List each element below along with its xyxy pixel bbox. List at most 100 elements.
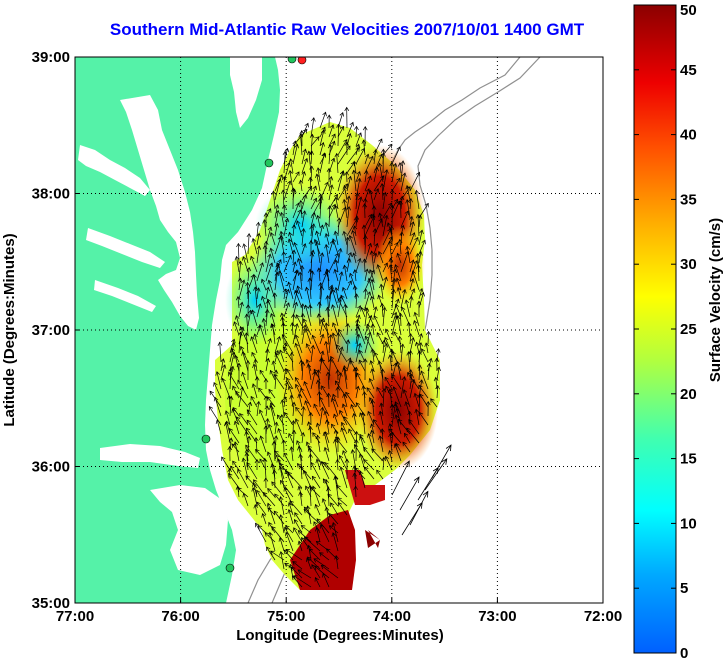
- velocity-arrow: [364, 154, 369, 165]
- velocity-arrow: [364, 214, 372, 228]
- velocity-arrow: [391, 403, 396, 426]
- velocity-arrowhead: [356, 323, 361, 328]
- velocity-arrowhead: [291, 429, 297, 435]
- velocity-arrow: [350, 404, 357, 417]
- velocity-arrowhead: [250, 309, 256, 315]
- velocity-arrow: [265, 254, 271, 273]
- velocity-arrow: [273, 191, 276, 210]
- velocity-arrow: [382, 457, 385, 471]
- velocity-arrow: [285, 469, 294, 489]
- velocity-arrow: [335, 436, 348, 453]
- velocity-arrow: [328, 133, 336, 147]
- velocity-arrow: [334, 231, 339, 246]
- velocity-arrow: [274, 264, 279, 282]
- velocity-arrowhead: [409, 215, 414, 221]
- velocity-arrow: [283, 218, 288, 237]
- velocity-arrowhead: [340, 421, 346, 427]
- radar-sites: [201, 57, 307, 573]
- velocity-arrowhead: [264, 532, 270, 537]
- velocity-arrowhead: [301, 171, 307, 176]
- velocity-arrowhead: [267, 208, 272, 213]
- velocity-arrowhead: [271, 526, 276, 531]
- velocity-arrow: [328, 184, 333, 201]
- velocity-arrowhead: [246, 409, 251, 414]
- velocity-arrowhead: [354, 430, 359, 436]
- velocity-arrowhead: [268, 531, 273, 537]
- velocity-arrow: [219, 342, 222, 363]
- velocity-arrowhead: [356, 170, 361, 176]
- velocity-arrowhead: [324, 222, 329, 227]
- velocity-arrowhead: [314, 503, 319, 509]
- velocity-arrowhead: [373, 315, 378, 320]
- velocity-arrow: [310, 212, 315, 228]
- velocity-arrow: [372, 324, 375, 336]
- velocity-arrowhead: [289, 500, 294, 506]
- velocity-arrowhead: [291, 420, 296, 425]
- velocity-arrowhead: [301, 228, 306, 233]
- velocity-arrow: [253, 364, 258, 381]
- velocity-arrowhead: [326, 392, 332, 397]
- velocity-arrow: [373, 188, 379, 201]
- velocity-arrow: [247, 267, 250, 282]
- y-tick-label: 35:00: [32, 595, 70, 612]
- velocity-arrowhead: [342, 367, 347, 372]
- x-tick-label: 73:00: [478, 608, 516, 625]
- velocity-arrowhead: [242, 492, 247, 498]
- velocity-arrow: [355, 319, 359, 336]
- velocity-arrowhead: [339, 112, 345, 117]
- velocity-arrowhead: [369, 155, 374, 161]
- velocity-arrow: [310, 371, 316, 390]
- velocity-arrow: [400, 376, 405, 399]
- velocity-arrowhead: [246, 289, 252, 295]
- velocity-arrowhead: [389, 189, 395, 194]
- velocity-arrowhead: [287, 508, 292, 514]
- velocity-arrowhead: [303, 381, 308, 386]
- velocity-arrowhead: [334, 287, 339, 292]
- velocity-arrowhead: [335, 436, 341, 441]
- velocity-arrow: [310, 166, 313, 183]
- velocity-arrow: [264, 219, 267, 237]
- york-river: [94, 280, 156, 312]
- velocity-arrow: [330, 356, 339, 372]
- velocity-arrow: [355, 148, 365, 165]
- velocity-arrowhead: [263, 425, 269, 430]
- velocity-arrowhead: [356, 177, 362, 183]
- velocity-arrowhead: [279, 211, 285, 217]
- velocity-arrowhead: [413, 260, 419, 265]
- velocity-arrow: [348, 428, 357, 444]
- velocity-arrowhead: [319, 524, 325, 529]
- velocity-arrowhead: [417, 393, 422, 398]
- velocity-arrowhead: [324, 322, 329, 327]
- velocity-arrow: [355, 293, 357, 309]
- velocity-arrow: [336, 344, 348, 363]
- velocity-arrowhead: [342, 185, 348, 190]
- velocity-arrow: [265, 300, 269, 318]
- velocity-arrow: [369, 378, 375, 390]
- velocity-arrowhead: [298, 271, 303, 276]
- velocity-arrowhead: [366, 291, 372, 296]
- velocity-arrowhead: [237, 277, 243, 283]
- velocity-arrow: [363, 225, 366, 246]
- velocity-arrowhead: [371, 205, 377, 210]
- velocity-arrowhead: [434, 357, 440, 362]
- velocity-arrowhead: [271, 481, 276, 486]
- velocity-arrowhead: [308, 239, 314, 245]
- velocity-arrow: [239, 413, 249, 426]
- velocity-arrowhead: [392, 386, 397, 391]
- velocity-arrowhead: [334, 252, 339, 258]
- velocity-arrowhead: [445, 444, 452, 452]
- velocity-arrow: [332, 238, 339, 255]
- velocity-arrowhead: [296, 440, 301, 445]
- velocity-arrow: [395, 443, 402, 453]
- velocity-arrow: [286, 368, 294, 381]
- velocity-arrowhead: [383, 214, 389, 220]
- velocity-arrow: [409, 221, 414, 237]
- velocity-arrowhead: [436, 366, 441, 372]
- velocity-arrowhead: [276, 336, 282, 341]
- velocity-arrowhead: [273, 373, 278, 379]
- x-tick-label: 75:00: [267, 608, 305, 625]
- velocity-arrowhead: [298, 199, 304, 205]
- velocity-arrow: [301, 362, 304, 381]
- velocity-arrowhead: [397, 418, 403, 424]
- velocity-arrow: [229, 438, 232, 453]
